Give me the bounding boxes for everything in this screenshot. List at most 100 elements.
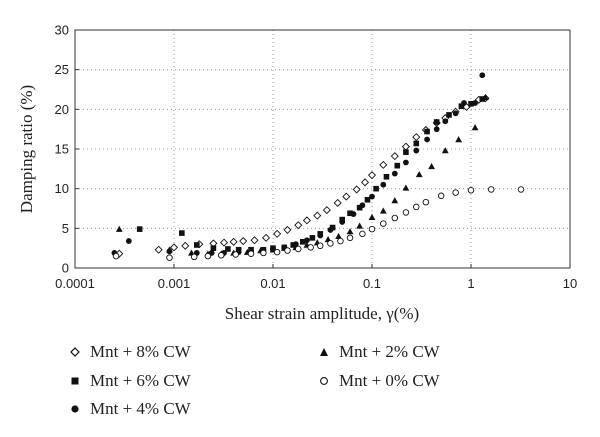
data-point [317, 232, 324, 239]
x-tick-label: 1 [467, 276, 474, 291]
data-point [383, 173, 390, 180]
data-point [329, 224, 336, 231]
y-tick-label: 5 [62, 221, 69, 236]
data-point [346, 228, 354, 235]
data-point [219, 238, 229, 247]
data-point [302, 216, 311, 225]
data-point [479, 72, 486, 79]
grid-lines [75, 30, 570, 268]
data-point [380, 181, 387, 188]
data-point [402, 209, 410, 216]
data-point [467, 187, 475, 194]
x-axis-title: Shear strain amplitude, γ(%) [225, 304, 419, 323]
data-point [179, 230, 185, 236]
data-point [413, 203, 420, 211]
data-point [368, 225, 376, 233]
data-point [413, 147, 420, 154]
data-point [327, 227, 334, 233]
y-axis-title: Damping ratio (%) [17, 85, 36, 213]
data-point [300, 239, 306, 245]
data-point [442, 118, 449, 125]
data-point [402, 184, 410, 191]
data-point [350, 211, 357, 217]
data-point [309, 235, 316, 241]
data-point [273, 248, 281, 256]
data-point [239, 236, 248, 246]
x-tick-label: 0.1 [363, 276, 381, 291]
data-point [390, 152, 399, 161]
axis-ticks: 0 5 10 15 20 25 30 0.0001 0.001 0.01 0.1 1 10 [55, 23, 578, 292]
data-point [261, 233, 271, 242]
data-point [359, 202, 366, 209]
data-point [335, 232, 343, 239]
data-point [428, 163, 436, 170]
data-point [232, 251, 239, 258]
y-tick-label: 0 [62, 261, 69, 276]
data-point [181, 241, 190, 250]
data-point [347, 210, 353, 217]
data-point [424, 128, 430, 135]
data-point [342, 192, 351, 201]
data-point [455, 136, 463, 143]
x-tick-label: 10 [563, 276, 577, 291]
data-point [229, 237, 238, 246]
data-point [472, 100, 478, 106]
data-point [471, 124, 479, 131]
data-point [169, 243, 179, 252]
data-point [452, 110, 459, 117]
data-point [210, 245, 217, 251]
y-tick-label: 10 [55, 181, 69, 196]
data-point [369, 193, 375, 200]
series-points [136, 96, 486, 253]
data-point [313, 211, 322, 220]
data-point [356, 204, 363, 211]
data-point [283, 225, 292, 234]
data-point [391, 214, 399, 222]
data-point [368, 213, 376, 220]
data-point [352, 185, 361, 194]
data-point [394, 162, 401, 169]
data-point [273, 229, 282, 238]
series-points [115, 94, 490, 258]
data-point [307, 244, 314, 251]
data-point [446, 112, 452, 118]
data-point [250, 236, 259, 245]
data-point [294, 221, 303, 230]
data-point [433, 119, 440, 125]
data-point [284, 247, 291, 254]
data-point [112, 252, 120, 260]
data-point [327, 240, 334, 247]
data-point [441, 147, 449, 154]
data-point [487, 186, 495, 193]
data-point [468, 100, 474, 107]
data-point [437, 192, 445, 200]
data-point [364, 196, 371, 203]
data-point [413, 140, 420, 147]
data-point [194, 242, 200, 248]
data-point [433, 126, 440, 133]
series-points [112, 186, 525, 261]
data-point [458, 103, 465, 109]
data-point [247, 250, 255, 257]
data-point [359, 230, 366, 238]
data-point [482, 94, 489, 101]
data-point [479, 96, 486, 102]
data-point [415, 170, 423, 178]
data-point [337, 237, 344, 245]
data-point [424, 136, 430, 143]
data-point [303, 237, 310, 244]
data-point [154, 245, 163, 254]
data-point [190, 253, 198, 261]
data-point [260, 249, 267, 257]
data-point [217, 252, 225, 259]
data-point [367, 171, 377, 180]
data-point [402, 159, 409, 166]
x-tick-label: 0.001 [158, 276, 191, 291]
data-point [356, 222, 364, 229]
data-point [322, 206, 331, 215]
data-point [379, 160, 388, 169]
data-point [339, 219, 346, 225]
data-point [316, 242, 324, 250]
data-point [517, 186, 525, 193]
